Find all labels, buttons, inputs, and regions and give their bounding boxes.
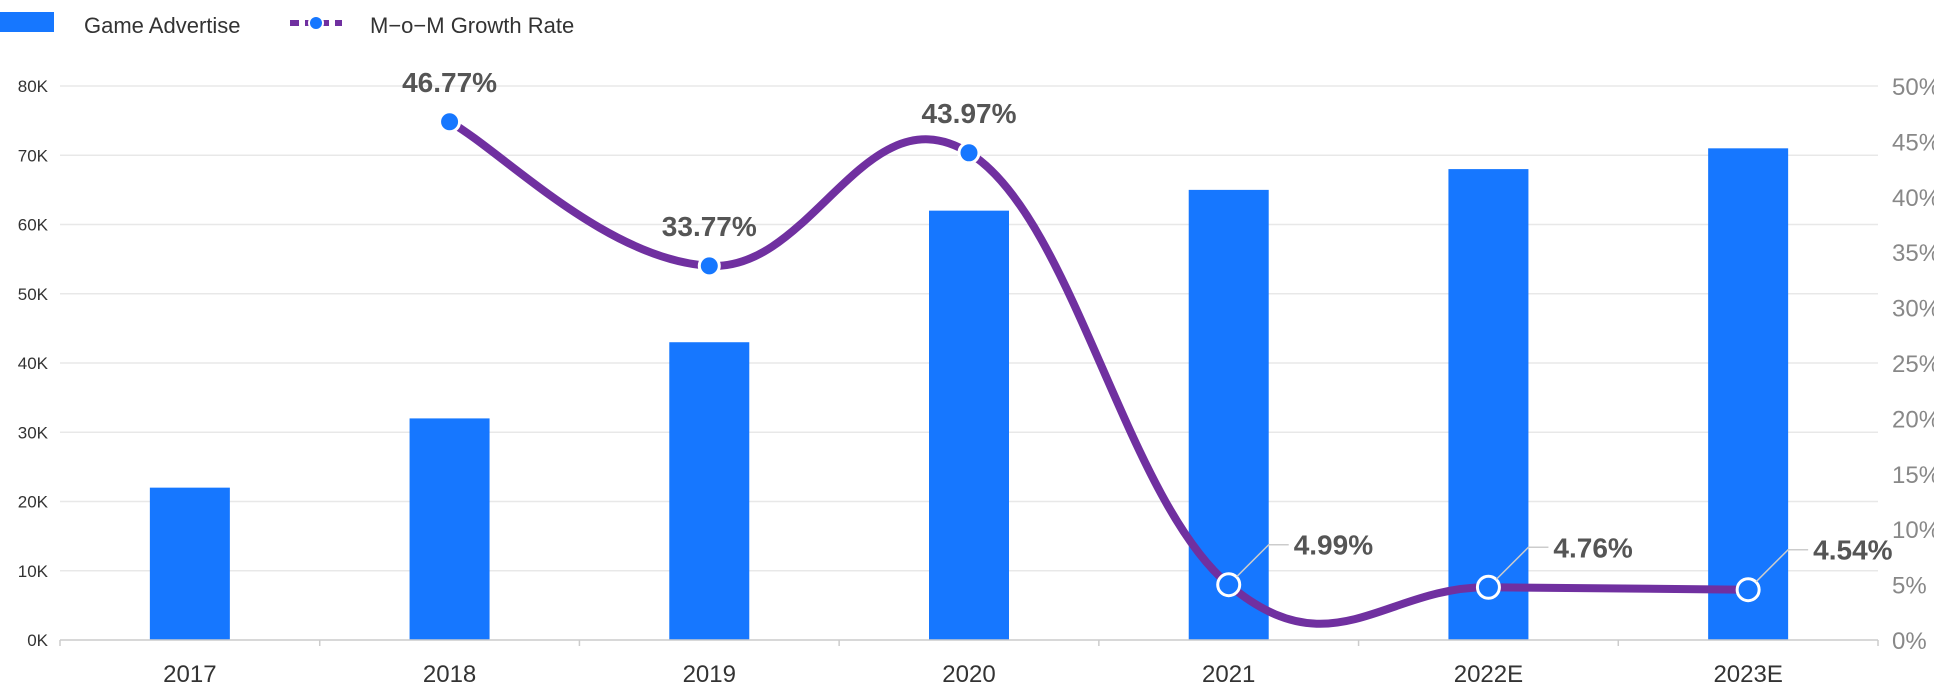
y-right-tick-label: 30%: [1892, 296, 1934, 323]
bar: [149, 487, 230, 640]
y-right-tick-label: 35%: [1892, 240, 1934, 267]
y-right-tick-label: 25%: [1892, 351, 1934, 378]
legend-line-marker: [308, 15, 324, 31]
x-tick-label: 2023E: [1713, 661, 1782, 688]
legend-line-label: M−o−M Growth Rate: [370, 13, 574, 38]
bar: [1708, 148, 1789, 640]
x-tick-label: 2022E: [1454, 661, 1523, 688]
y-left-tick-label: 60K: [18, 216, 49, 235]
line-data-label: 4.99%: [1294, 530, 1373, 561]
legend-bar-label: Game Advertise: [84, 13, 241, 38]
y-right-tick-label: 0%: [1892, 628, 1927, 655]
y-left-tick-label: 10K: [18, 562, 49, 581]
x-tick-label: 2019: [683, 661, 736, 688]
bar: [929, 210, 1009, 640]
data-labels: 46.77% 33.77% 43.97% 4.99% 4.76% 4.54%: [402, 67, 1893, 583]
y-left-tick-label: 40K: [18, 354, 49, 373]
line-series: [438, 110, 1761, 628]
x-tick-label: 2018: [423, 661, 476, 688]
y-right-tick-label: 45%: [1892, 129, 1934, 156]
bar: [669, 342, 750, 640]
line-point: [1216, 572, 1242, 598]
bar: [1188, 189, 1269, 640]
label-leader-line: [1495, 546, 1549, 580]
line-point: [1475, 574, 1501, 600]
x-tick-label: 2021: [1202, 661, 1255, 688]
y-left-tick-label: 70K: [18, 146, 49, 165]
y-right-tick-label: 10%: [1892, 517, 1934, 544]
label-leader-line: [1236, 543, 1289, 578]
y-left-tick-label: 30K: [18, 423, 49, 442]
bar: [409, 418, 490, 640]
line-data-label: 46.77%: [402, 67, 497, 98]
y-left-tick-label: 0K: [27, 631, 48, 650]
line-data-label: 4.54%: [1813, 535, 1892, 566]
x-tick-label: 2017: [163, 661, 216, 688]
label-leader-line: [1755, 548, 1809, 583]
legend: Game Advertise M−o−M Growth Rate: [0, 12, 574, 38]
line-point: [438, 110, 462, 134]
line-point: [697, 254, 721, 278]
y-left-tick-label: 20K: [18, 493, 49, 512]
bar: [1448, 169, 1529, 640]
line-data-label: 4.76%: [1553, 532, 1632, 563]
y-right-tick-label: 5%: [1892, 573, 1927, 600]
line-data-label: 43.97%: [922, 98, 1017, 129]
y-right-tick-label: 40%: [1892, 185, 1934, 212]
y-right-tick-label: 15%: [1892, 462, 1934, 489]
y-right-tick-label: 50%: [1892, 74, 1934, 101]
line-data-label: 33.77%: [662, 211, 757, 242]
bar-series: [149, 148, 1789, 640]
y-left-tick-label: 80K: [18, 77, 49, 96]
line-point: [1735, 577, 1761, 603]
x-tick-label: 2020: [942, 661, 995, 688]
y-right-tick-label: 20%: [1892, 406, 1934, 433]
line-point: [957, 141, 981, 165]
legend-bar-swatch: [0, 12, 54, 32]
y-left-tick-label: 50K: [18, 285, 49, 304]
axes: 0K 10K 20K 30K 40K 50K 60K 70K 80K 0% 5% 10% 15% 20% 2…: [18, 74, 1934, 688]
